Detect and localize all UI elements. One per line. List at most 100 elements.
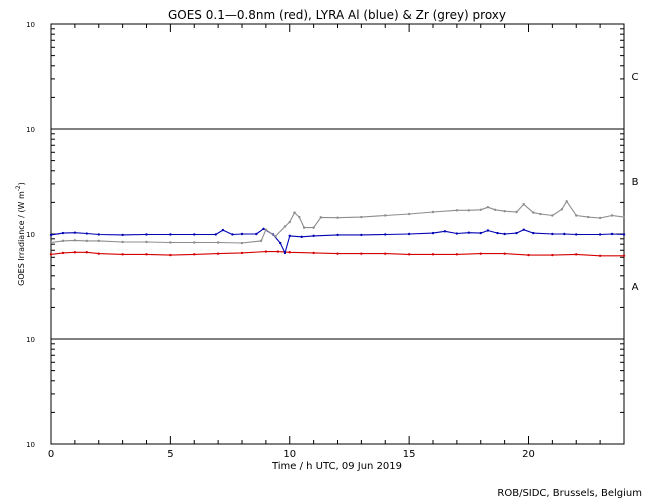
data-point bbox=[486, 229, 490, 232]
data-point bbox=[288, 220, 291, 224]
data-point bbox=[73, 231, 77, 234]
data-point bbox=[455, 232, 459, 235]
data-point bbox=[503, 209, 506, 213]
y-tick-label-base: 10 bbox=[26, 21, 35, 29]
data-point bbox=[479, 252, 482, 255]
data-point bbox=[467, 209, 471, 212]
data-point bbox=[240, 232, 244, 236]
data-point bbox=[221, 228, 225, 232]
data-point bbox=[455, 209, 459, 212]
data-series bbox=[49, 200, 626, 257]
data-point bbox=[575, 233, 578, 236]
data-point bbox=[586, 215, 590, 219]
data-point bbox=[193, 253, 196, 256]
data-point bbox=[121, 240, 124, 244]
data-point bbox=[262, 227, 265, 231]
data-point bbox=[61, 251, 65, 255]
data-point bbox=[97, 233, 100, 236]
data-point bbox=[49, 253, 53, 256]
flare-class-label: B bbox=[632, 177, 639, 188]
data-point bbox=[522, 203, 525, 206]
series-line bbox=[50, 251, 624, 257]
series-line bbox=[50, 200, 625, 244]
data-point bbox=[274, 235, 277, 238]
data-point bbox=[193, 233, 196, 236]
flare-class-label: A bbox=[632, 282, 639, 293]
data-point bbox=[302, 226, 306, 229]
data-point bbox=[288, 234, 291, 238]
data-point bbox=[61, 239, 65, 243]
data-point bbox=[522, 228, 525, 231]
data-point bbox=[622, 233, 626, 236]
data-point bbox=[169, 233, 172, 236]
data-point bbox=[283, 225, 287, 228]
data-point bbox=[336, 233, 339, 237]
data-point bbox=[85, 239, 89, 243]
data-point bbox=[563, 232, 566, 236]
data-point bbox=[551, 253, 554, 257]
data-point bbox=[407, 253, 411, 256]
data-point bbox=[279, 241, 282, 245]
data-point bbox=[264, 228, 268, 231]
x-tick-label: 0 bbox=[48, 449, 54, 460]
data-point bbox=[121, 233, 124, 237]
y-tick-label-base: 10 bbox=[26, 441, 35, 449]
data-point bbox=[298, 215, 301, 219]
data-point bbox=[360, 233, 363, 237]
series-2 bbox=[49, 200, 626, 245]
data-point bbox=[73, 239, 77, 242]
data-point bbox=[486, 205, 490, 209]
data-point bbox=[515, 210, 518, 214]
data-point bbox=[145, 240, 148, 244]
data-point bbox=[312, 226, 315, 229]
data-point bbox=[496, 231, 499, 235]
x-tick-label: 20 bbox=[522, 449, 535, 460]
data-point bbox=[598, 254, 602, 257]
data-point bbox=[443, 230, 447, 233]
x-axis-label: Time / h UTC, 09 Jun 2019 bbox=[271, 461, 402, 472]
data-point bbox=[407, 212, 411, 216]
y-tick-label: 10 bbox=[26, 231, 35, 239]
y-tick-label: 10 bbox=[26, 21, 35, 29]
series-line bbox=[50, 228, 625, 254]
data-point bbox=[319, 216, 322, 219]
data-point bbox=[532, 211, 535, 214]
data-point bbox=[288, 251, 291, 254]
x-tick-label: 10 bbox=[283, 449, 296, 460]
data-point bbox=[336, 216, 339, 219]
data-point bbox=[97, 239, 100, 243]
data-point bbox=[503, 232, 506, 236]
data-point bbox=[169, 253, 172, 257]
data-point bbox=[240, 241, 244, 245]
y-tick-label: 10 bbox=[26, 336, 35, 344]
y-tick-label: 10 bbox=[26, 126, 35, 134]
data-point bbox=[293, 211, 296, 214]
data-point bbox=[300, 235, 303, 239]
data-point bbox=[264, 250, 268, 253]
data-point bbox=[360, 215, 363, 219]
data-point bbox=[216, 241, 220, 244]
data-point bbox=[598, 216, 602, 220]
data-point bbox=[384, 252, 387, 255]
data-point bbox=[539, 212, 542, 216]
flare-threshold-lines bbox=[51, 128, 624, 340]
data-point bbox=[551, 232, 554, 236]
data-point bbox=[61, 231, 65, 235]
data-point bbox=[407, 232, 411, 236]
data-point bbox=[73, 251, 77, 254]
data-point bbox=[610, 232, 614, 236]
y-tick-label-base: 10 bbox=[26, 336, 35, 344]
data-point bbox=[85, 251, 89, 254]
data-point bbox=[565, 200, 568, 203]
data-point bbox=[259, 239, 263, 243]
data-point bbox=[312, 234, 315, 238]
data-point bbox=[527, 253, 530, 257]
data-point bbox=[575, 214, 578, 217]
data-point bbox=[532, 231, 535, 235]
data-point bbox=[384, 214, 387, 217]
data-point bbox=[283, 251, 287, 255]
data-point bbox=[467, 231, 471, 234]
y-tick-label-base: 10 bbox=[26, 126, 35, 134]
